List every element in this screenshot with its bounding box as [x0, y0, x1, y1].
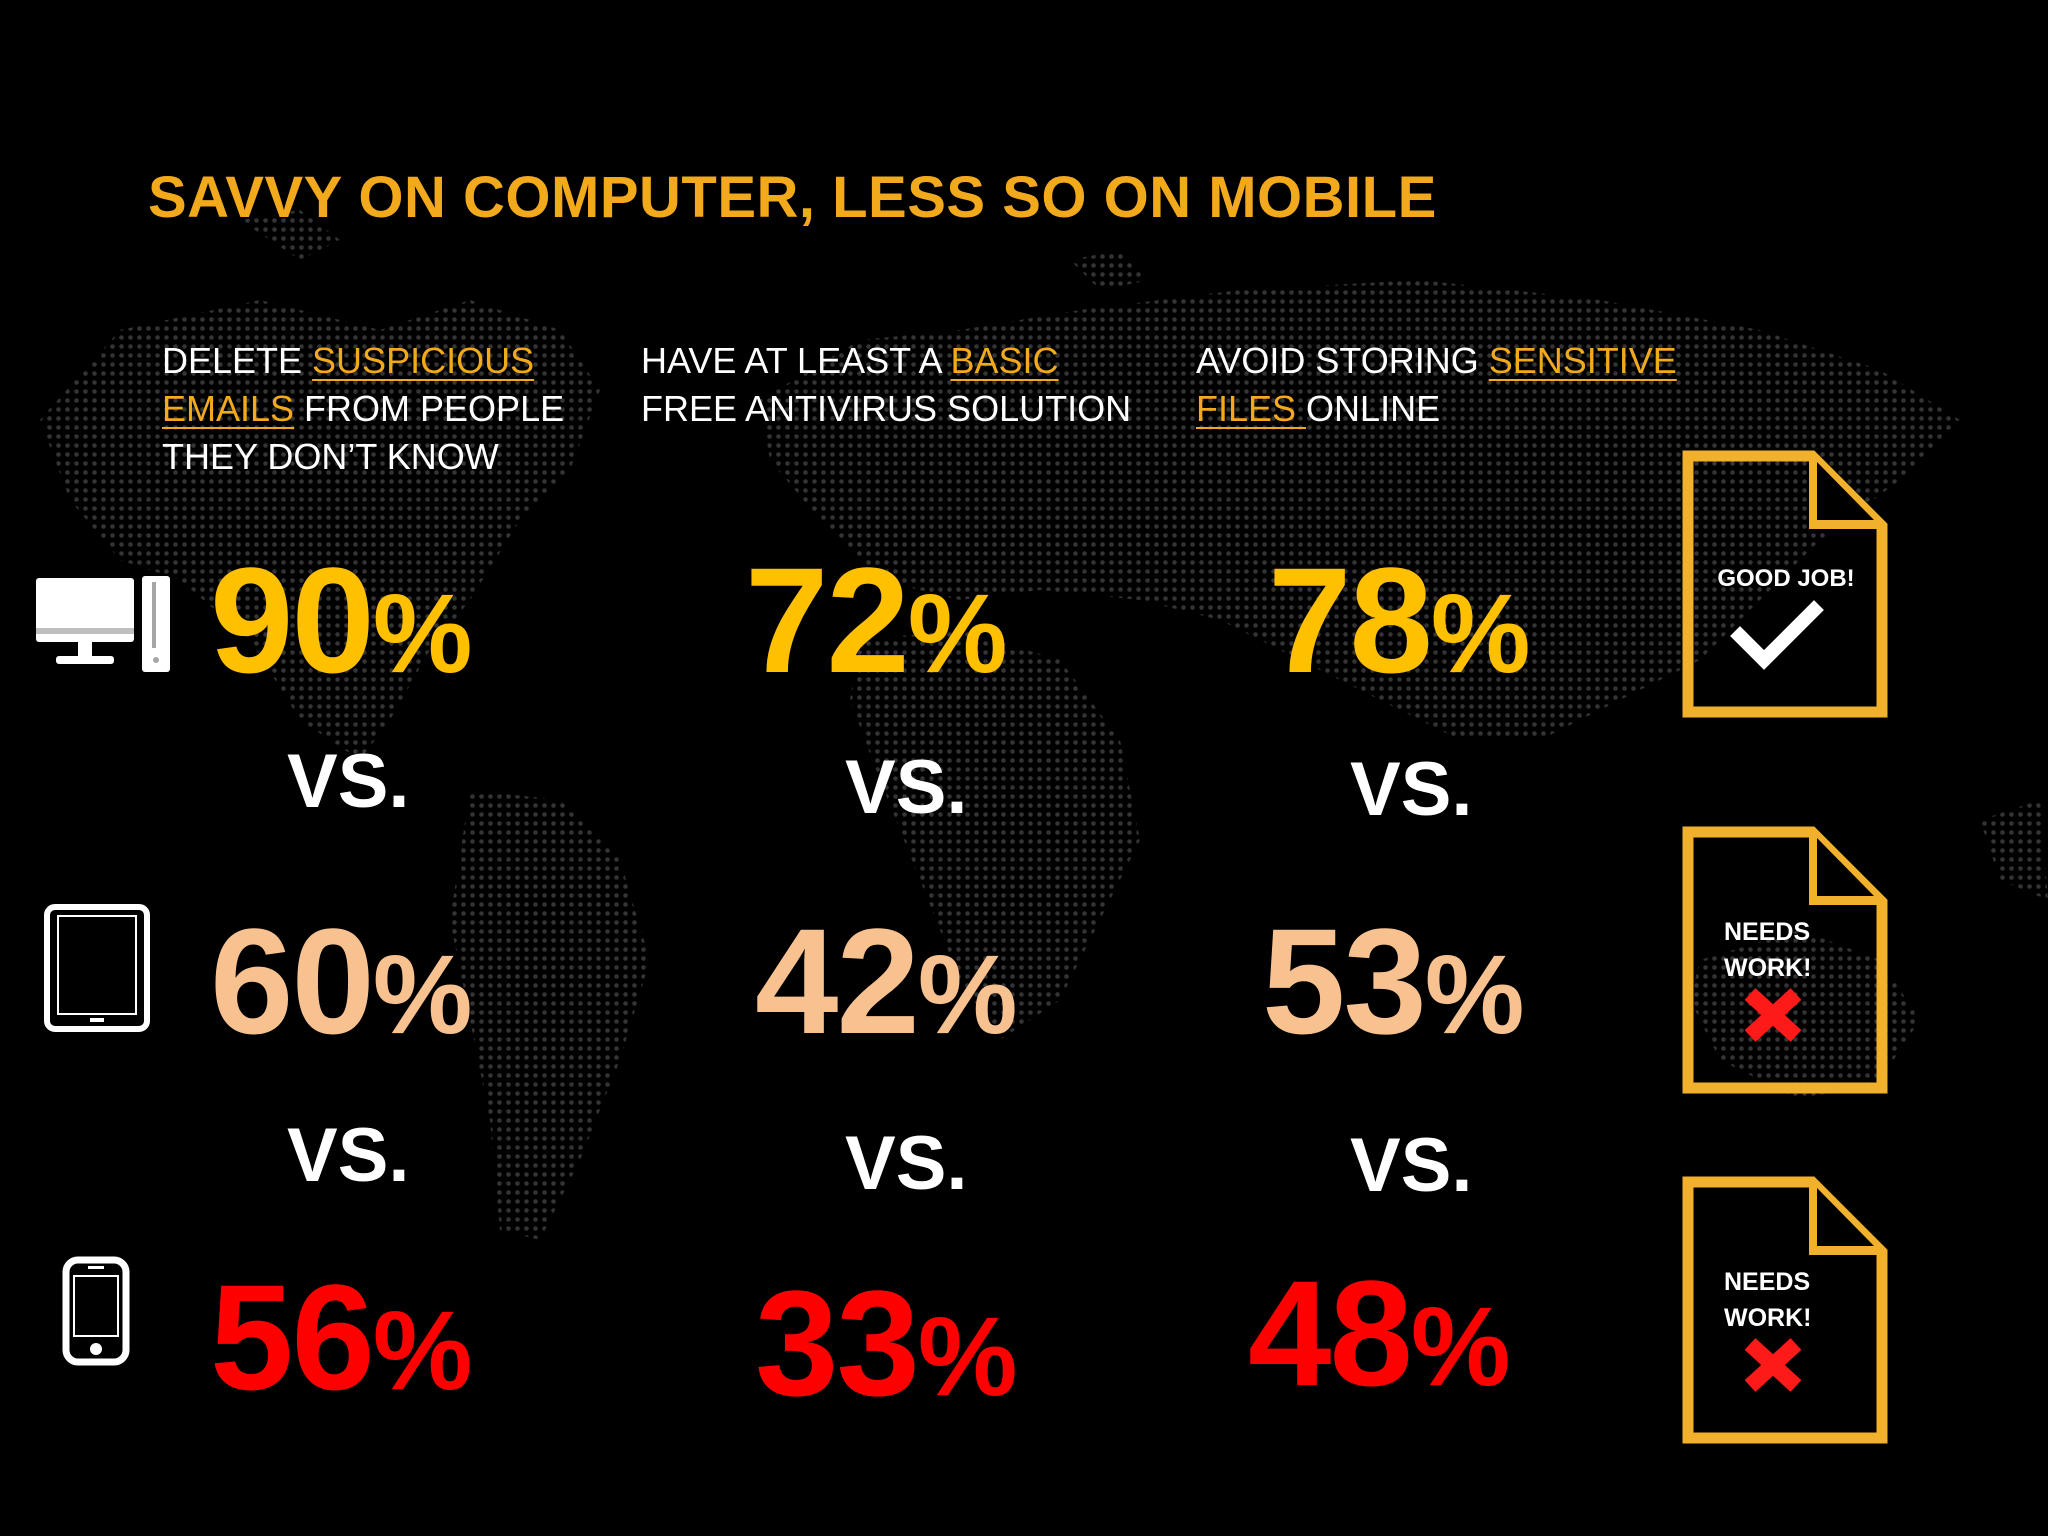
column-header-antivirus: HAVE AT LEAST A BASIC FREE ANTIVIRUS SOLU… — [641, 337, 1131, 433]
checkmark-icon — [1730, 600, 1824, 670]
badge-label: NEEDS — [1724, 918, 1810, 946]
stat-value: 60 — [210, 897, 375, 1065]
badge-label: WORK! — [1724, 1304, 1811, 1332]
stat-mobile-delete-emails: 56% — [210, 1262, 473, 1413]
red-x-icon — [1744, 1338, 1802, 1392]
header-line: FILES ONLINE — [1196, 385, 1677, 433]
red-x-icon — [1744, 988, 1802, 1042]
header-text: FROM PEOPLE — [294, 388, 565, 429]
document-badge-good-job: GOOD JOB! — [1682, 450, 1888, 718]
tablet-icon — [44, 904, 150, 1032]
stat-tablet-sensitive-files: 53% — [1262, 906, 1525, 1057]
header-text: ONLINE — [1306, 388, 1441, 429]
stat-tablet-antivirus: 42% — [755, 906, 1018, 1057]
badge-label: NEEDS — [1724, 1268, 1810, 1296]
desktop-computer-icon — [34, 574, 174, 676]
stat-mobile-antivirus: 33% — [755, 1268, 1018, 1419]
vs-label: VS. — [1350, 747, 1473, 832]
vs-label: VS. — [845, 1121, 968, 1206]
vs-label: VS. — [287, 1113, 410, 1198]
stat-value: 42 — [755, 897, 920, 1065]
header-line: THEY DON’T KNOW — [162, 433, 564, 481]
vs-label: VS. — [1350, 1123, 1473, 1208]
header-line: EMAILS FROM PEOPLE — [162, 385, 564, 433]
header-text: THEY DON’T KNOW — [162, 436, 499, 477]
stat-computer-delete-emails: 90% — [210, 545, 473, 696]
stat-value: 78 — [1268, 536, 1433, 704]
stat-value: 53 — [1262, 897, 1427, 1065]
stat-value: 90 — [210, 536, 375, 704]
highlighted-keyword: SUSPICIOUS — [312, 340, 535, 381]
column-header-sensitive-files: AVOID STORING SENSITIVE FILES ONLINE — [1196, 337, 1677, 433]
highlighted-keyword: EMAILS — [162, 388, 295, 429]
page-title: SAVVY ON COMPUTER, LESS SO ON MOBILE — [148, 165, 1437, 230]
stat-value: 33 — [755, 1259, 920, 1427]
badge-label: GOOD JOB! — [1717, 565, 1854, 592]
smartphone-icon — [62, 1256, 130, 1366]
percent-sign: % — [372, 571, 473, 696]
percent-sign: % — [372, 932, 473, 1057]
stat-computer-sensitive-files: 78% — [1268, 545, 1531, 696]
stat-mobile-sensitive-files: 48% — [1248, 1258, 1511, 1409]
header-text: DELETE — [162, 340, 313, 381]
percent-sign: % — [372, 1288, 473, 1413]
header-text: HAVE AT LEAST A — [641, 340, 951, 381]
percent-sign: % — [917, 1294, 1018, 1419]
highlighted-keyword: SENSITIVE — [1488, 340, 1677, 381]
highlighted-keyword: FILES — [1196, 388, 1307, 429]
badge-label: WORK! — [1724, 954, 1811, 982]
document-badge-needs-work: NEEDS WORK! — [1682, 826, 1888, 1094]
highlighted-keyword: BASIC — [950, 340, 1059, 381]
stat-value: 56 — [210, 1253, 375, 1421]
percent-sign: % — [907, 571, 1008, 696]
percent-sign: % — [1410, 1284, 1511, 1409]
header-line: HAVE AT LEAST A BASIC — [641, 337, 1131, 385]
stat-value: 72 — [745, 536, 910, 704]
header-line: AVOID STORING SENSITIVE — [1196, 337, 1677, 385]
stat-computer-antivirus: 72% — [745, 545, 1008, 696]
stat-value: 48 — [1248, 1249, 1413, 1417]
header-text: AVOID STORING — [1196, 340, 1489, 381]
document-badge-needs-work: NEEDS WORK! — [1682, 1176, 1888, 1444]
vs-label: VS. — [845, 745, 968, 830]
header-line: DELETE SUSPICIOUS — [162, 337, 564, 385]
header-line: FREE ANTIVIRUS SOLUTION — [641, 385, 1131, 433]
column-header-delete-emails: DELETE SUSPICIOUS EMAILS FROM PEOPLE THEY … — [162, 337, 564, 481]
stat-tablet-delete-emails: 60% — [210, 906, 473, 1057]
vs-label: VS. — [287, 739, 410, 824]
percent-sign: % — [1424, 932, 1525, 1057]
header-text: FREE ANTIVIRUS SOLUTION — [641, 388, 1132, 429]
percent-sign: % — [917, 932, 1018, 1057]
percent-sign: % — [1430, 571, 1531, 696]
